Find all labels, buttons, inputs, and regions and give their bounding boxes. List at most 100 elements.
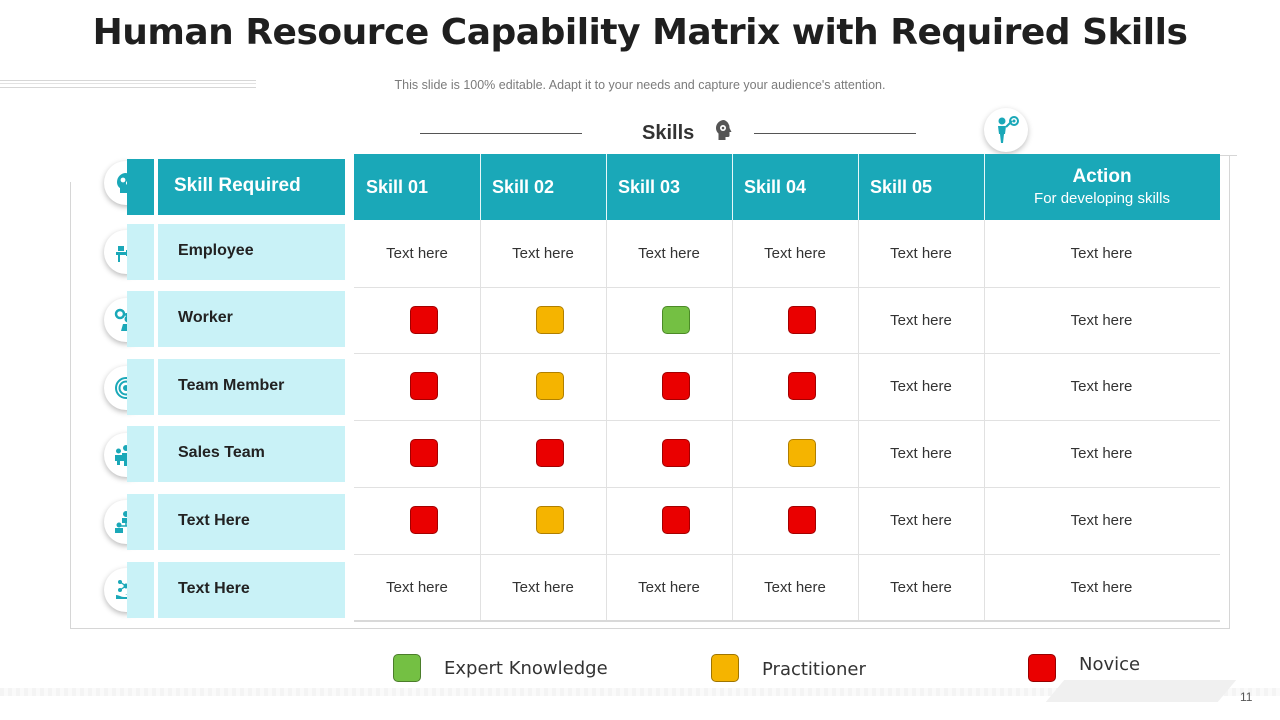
column-header-skill-05: Skill 05 [870,177,933,197]
table-cell [606,487,732,554]
legend-label-novice: Novice [1079,654,1141,675]
action-cell-text: Text here [1070,312,1133,329]
cell-text: Text here [512,579,574,596]
cell-text: Text here [386,579,448,596]
table-cell: Text here [480,554,606,621]
action-subtitle: For developing skills [1034,190,1170,207]
slide-title: Human Resource Capability Matrix with Re… [92,12,1188,53]
table-cell [732,353,858,420]
cell-text: Text here [386,245,448,262]
skill-level-green-marker [662,306,690,334]
skill-level-red-marker [662,372,690,400]
skill-level-red-marker [662,439,690,467]
skill-level-red-marker [536,439,564,467]
row-label-employee: Employee [127,224,345,280]
cell-text: Text here [890,312,952,329]
row-label-text-here-2: Text Here [127,562,345,618]
table-cell: Text here [606,220,732,287]
cell-text: Text here [764,245,826,262]
skill-level-yellow-marker [536,506,564,534]
legend-label-practitioner: Practitioner [762,659,866,680]
row-label-team-member: Team Member [127,359,345,415]
skills-header-right-line [754,133,916,134]
row-label-text: Sales Team [178,444,265,461]
action-cell: Text here [984,287,1219,354]
table-cell [606,420,732,487]
row-label-text-here-1: Text Here [127,494,345,550]
table-cell [480,420,606,487]
page-number: 11 [1240,690,1253,704]
skill-level-yellow-marker [788,439,816,467]
table-cell [732,487,858,554]
row-label-text: Text Here [178,512,250,529]
legend-swatch-practitioner [711,654,739,682]
row-label-text: Team Member [178,377,285,394]
skills-header-left-line [420,133,582,134]
row-label-worker: Worker [127,291,345,347]
table-cell: Text here [606,554,732,621]
matrix-frame [70,182,1230,629]
table-cell [480,353,606,420]
table-cell: Text here [354,220,480,287]
skill-level-red-marker [410,506,438,534]
table-cell: Text here [732,220,858,287]
table-cell: Text here [858,220,984,287]
skill-level-yellow-marker [536,372,564,400]
table-cell [606,353,732,420]
table-cell [606,287,732,354]
table-cell [354,487,480,554]
table-cell [732,420,858,487]
legend-swatch-novice [1028,654,1056,682]
cell-text: Text here [638,245,700,262]
matrix-frame-right [1229,155,1230,629]
action-cell-text: Text here [1070,245,1133,262]
footer-shape [1045,680,1237,702]
cell-text: Text here [638,579,700,596]
table-cell: Text here [732,554,858,621]
table-cell: Text here [354,554,480,621]
skill-level-red-marker [410,439,438,467]
table-cell: Text here [858,554,984,621]
table-cell [480,487,606,554]
skill-level-red-marker [788,306,816,334]
skill-required-header: Skill Required [127,159,345,215]
row-label-sales-team: Sales Team [127,426,345,482]
legend-swatch-expert [393,654,421,682]
action-cell: Text here [984,487,1219,554]
head-gear-icon [716,120,732,140]
cell-text: Text here [890,579,952,596]
skill-level-red-marker [410,306,438,334]
action-cell: Text here [984,220,1219,287]
action-person-icon-badge [984,108,1028,152]
row-label-text: Employee [178,242,254,259]
slide-subtitle: This slide is 100% editable. Adapt it to… [394,78,886,92]
action-cell-text: Text here [1070,378,1133,395]
table-cell: Text here [858,420,984,487]
cell-text: Text here [512,245,574,262]
table-cell: Text here [858,287,984,354]
column-header-action: Action For developing skills [984,154,1220,220]
skill-level-red-marker [788,506,816,534]
skill-level-red-marker [410,372,438,400]
skill-level-red-marker [788,372,816,400]
row-label-text: Worker [178,309,233,326]
action-cell: Text here [984,420,1219,487]
skill-required-label: Skill Required [174,175,301,196]
action-cell-text: Text here [1070,579,1133,596]
table-cell [354,420,480,487]
table-header: Skill 01 Skill 02 Skill 03 Skill 04 Skil… [354,154,1220,220]
column-header-skill-02: Skill 02 [492,177,555,197]
skills-label: Skills [642,122,695,144]
cell-text: Text here [890,378,952,395]
table-cell [354,353,480,420]
person-gear-icon [998,116,1019,143]
action-cell-text: Text here [1070,445,1133,462]
skill-level-red-marker [662,506,690,534]
table-cell: Text here [858,353,984,420]
action-cell: Text here [984,554,1219,621]
legend-label-expert: Expert Knowledge [444,658,608,679]
matrix-frame-top [1219,155,1237,156]
row-label-text: Text Here [178,580,250,597]
table-cell [732,287,858,354]
action-cell: Text here [984,353,1219,420]
